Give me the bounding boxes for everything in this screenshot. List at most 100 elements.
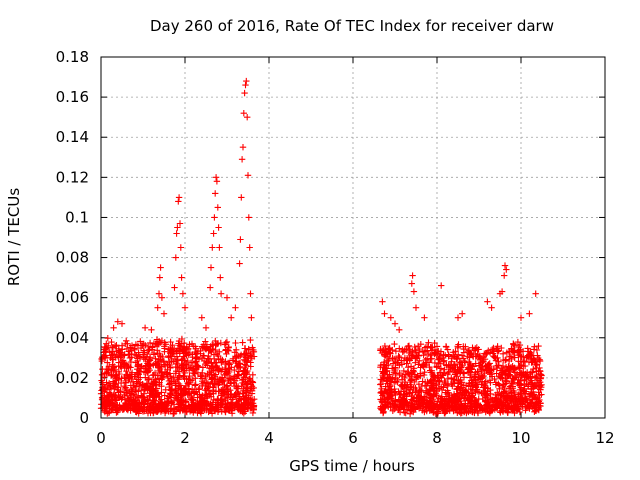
data-point — [415, 342, 422, 350]
data-point — [389, 360, 397, 367]
data-point — [520, 382, 528, 389]
data-point — [150, 396, 157, 404]
data-point — [489, 396, 496, 404]
data-point — [243, 389, 250, 396]
data-point — [176, 350, 183, 357]
data-point — [388, 387, 395, 395]
data-point — [109, 356, 117, 363]
data-point — [123, 368, 130, 375]
data-point — [487, 379, 494, 386]
data-point — [203, 379, 210, 386]
data-point — [165, 393, 173, 400]
data-point — [158, 294, 166, 301]
data-point — [465, 349, 473, 357]
data-point — [499, 393, 507, 400]
data-point — [528, 399, 535, 407]
data-point — [401, 409, 408, 416]
data-point — [446, 403, 453, 410]
data-point — [216, 244, 223, 251]
data-point — [502, 371, 509, 379]
data-point — [101, 408, 109, 416]
data-point — [232, 339, 239, 347]
plot-frame — [100, 56, 606, 419]
data-point — [386, 371, 393, 378]
data-point — [451, 371, 459, 378]
data-point — [232, 304, 239, 311]
data-point — [104, 393, 111, 400]
data-point — [212, 371, 219, 378]
data-point — [249, 409, 257, 417]
data-point — [215, 388, 222, 395]
y-tick-label: 0.02 — [56, 369, 89, 387]
data-point — [537, 371, 545, 378]
data-point — [518, 353, 525, 361]
data-point — [209, 375, 216, 382]
data-point — [505, 357, 513, 365]
data-point — [445, 389, 452, 396]
data-point — [217, 368, 225, 375]
data-point — [412, 376, 420, 383]
data-point — [177, 390, 184, 397]
data-point — [490, 344, 497, 352]
data-point — [174, 345, 182, 352]
data-point — [391, 340, 398, 348]
data-point — [383, 351, 390, 358]
data-point — [407, 363, 415, 370]
data-point — [132, 387, 139, 394]
data-point — [428, 376, 435, 384]
data-point — [110, 364, 117, 371]
data-point — [118, 375, 125, 382]
data-point — [498, 288, 506, 295]
data-point — [446, 363, 454, 370]
data-point — [210, 230, 217, 237]
data-point — [432, 402, 440, 410]
data-point — [247, 290, 254, 297]
data-point — [414, 372, 421, 379]
data-point — [412, 355, 419, 362]
data-point — [170, 397, 178, 404]
data-point — [532, 360, 539, 368]
data-point — [111, 392, 118, 399]
y-tick-label: 0 — [79, 409, 89, 427]
data-point — [158, 400, 165, 407]
data-point — [199, 364, 207, 371]
data-point — [131, 345, 138, 352]
data-point — [243, 77, 250, 85]
data-point — [117, 363, 124, 370]
data-point — [483, 391, 490, 398]
data-point — [381, 375, 388, 382]
data-point — [408, 407, 415, 415]
data-point — [385, 403, 392, 410]
data-point — [137, 338, 144, 345]
data-point — [514, 398, 521, 406]
data-point — [202, 345, 210, 353]
data-point — [396, 371, 403, 379]
data-point — [158, 407, 165, 414]
data-point — [513, 372, 520, 380]
data-point — [412, 304, 420, 311]
data-point — [433, 364, 440, 371]
data-point — [203, 394, 211, 402]
data-point — [500, 381, 507, 388]
data-point — [464, 400, 471, 407]
data-point — [511, 402, 518, 409]
data-point — [118, 349, 126, 357]
data-point — [181, 340, 188, 347]
data-point — [145, 375, 153, 382]
data-point — [501, 368, 509, 375]
data-point — [236, 395, 244, 402]
data-point — [500, 397, 508, 404]
data-point — [197, 371, 205, 379]
data-point — [209, 399, 217, 406]
data-point — [453, 401, 461, 408]
data-point — [227, 380, 235, 387]
data-point — [475, 346, 482, 353]
data-point — [444, 402, 452, 409]
data-point — [424, 347, 431, 354]
data-point — [466, 363, 473, 371]
data-point — [207, 284, 214, 291]
data-point — [395, 406, 402, 414]
data-point — [472, 353, 479, 360]
data-point — [207, 264, 215, 271]
data-point — [145, 343, 152, 350]
